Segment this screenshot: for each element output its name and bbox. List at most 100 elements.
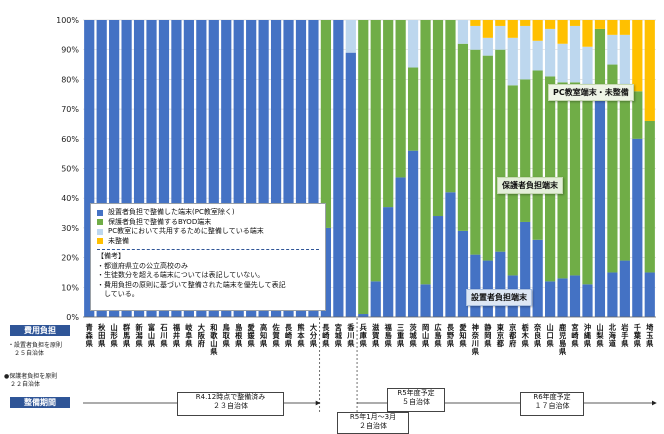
y-tick-label: 0% (66, 313, 79, 322)
bar-segment (520, 25, 531, 80)
bar-segment (482, 55, 493, 261)
setter-principle-label: ・設置者負担を原則 ２５自治体 (8, 342, 63, 357)
bars-layer (84, 20, 655, 318)
bar-segment (545, 20, 556, 29)
bar-segment (432, 20, 444, 217)
bar-segment (445, 20, 456, 193)
y-tick-label: 80% (61, 75, 79, 84)
x-tick-label: 香川県 (346, 323, 355, 348)
y-tick-label: 100% (56, 16, 79, 25)
bar-segment (495, 25, 506, 50)
bar-segment (196, 20, 207, 317)
bar-segment (295, 20, 307, 317)
bar-segment (84, 20, 95, 317)
bar-segment (619, 260, 630, 317)
x-tick-label: 福井県 (172, 323, 181, 348)
bar-segment (358, 314, 369, 317)
bar-segment (333, 20, 344, 317)
x-tick-label: 静岡県 (484, 323, 492, 348)
x-tick-label: 長崎県 (322, 323, 330, 348)
bar-segment (420, 20, 431, 285)
x-tick-label: 岩手県 (620, 323, 629, 348)
bar-segment (607, 272, 618, 317)
x-tick-label: 奈良県 (533, 323, 542, 348)
legend-label: 未整備 (108, 236, 129, 245)
bar-segment (520, 79, 531, 222)
bar-segment (545, 28, 556, 77)
period-label: 整備期間 (10, 397, 70, 408)
x-tick-label: 滋賀県 (371, 323, 380, 348)
x-tick-label: 愛知県 (458, 323, 467, 348)
x-tick-label: 群馬県 (123, 323, 131, 348)
x-tick-label: 秋田県 (98, 323, 106, 348)
bar-segment (270, 20, 282, 317)
x-tick-label: 新潟県 (135, 323, 143, 348)
bar-segment (370, 281, 381, 317)
x-tick-label: 鳥取県 (223, 323, 231, 348)
bar-segment (569, 20, 581, 26)
x-tick-label: 佐賀県 (271, 323, 280, 348)
bar-segment (407, 150, 419, 317)
axis-layer: 0% 10% 20% 30% 40% 50% 60% 70% 80% 90% 100% (56, 16, 656, 322)
bar-segment (632, 91, 643, 139)
bar-segment (171, 20, 182, 317)
period-r6: R6年度予定 １７自治体 (520, 392, 584, 416)
legend-item: PC教室において共用するために整備している端末 (97, 227, 319, 237)
bar-segment (121, 20, 132, 317)
x-tick-label: 大阪府 (198, 323, 206, 348)
period-r5: R5年度予定 ５自治体 (387, 388, 445, 412)
bar-segment (619, 34, 630, 95)
bar-segment (632, 20, 643, 92)
bar-segment (644, 20, 655, 121)
legend-label: PC教室において共用するために整備している端末 (108, 227, 264, 235)
bar-segment (482, 20, 493, 38)
x-tick-label: 三重県 (397, 323, 405, 348)
bar-segment (532, 20, 543, 41)
bar-segment (158, 20, 170, 317)
legend-separator (97, 249, 319, 250)
bar-segment (208, 20, 219, 317)
note-line: している。 (97, 290, 139, 298)
bar-segment (345, 20, 356, 53)
x-tick-label: 東京都 (496, 323, 505, 348)
bar-segment (407, 20, 419, 68)
bar-segment (569, 82, 581, 276)
x-tick-label: 沖縄県 (584, 323, 592, 348)
x-tick-label: 北海道 (609, 323, 617, 348)
bar-segment (607, 64, 618, 273)
legend-swatch (97, 238, 103, 245)
legend-label: 保護者負担で整備するBYOD端末 (108, 217, 212, 226)
bar-segment (445, 192, 456, 317)
bar-segment (183, 20, 194, 317)
x-tick-label: 大分県 (310, 323, 318, 348)
x-tick-label: 兵庫県 (360, 323, 368, 348)
x-tick-label: 茨城県 (409, 323, 417, 348)
bar-segment (482, 37, 493, 56)
bar-segment (545, 281, 556, 317)
y-tick-label: 90% (61, 46, 79, 55)
cost-burden-label: 費用負担 (10, 325, 70, 336)
bar-segment (557, 43, 568, 83)
x-tick-label: 青森県 (85, 323, 94, 348)
note-line: ・都道府県立の公立高校のみ (97, 261, 188, 270)
bar-segment (457, 230, 469, 317)
y-tick-label: 50% (61, 165, 79, 174)
bar-segment (594, 20, 606, 29)
annotation-guardian: 保護者負担端末 (497, 177, 563, 194)
bar-segment (557, 20, 568, 44)
legend-item: 設置者負担で整備した端末(PC教室除く) (97, 208, 319, 218)
bar-segment (520, 20, 531, 26)
bar-segment (619, 20, 630, 35)
bar-segment (607, 20, 618, 35)
bar-segment (470, 20, 481, 26)
note-line: ・生徒数分を超える端末については表記していない。 (97, 271, 265, 279)
legend-swatch (97, 209, 103, 216)
bar-segment (495, 20, 506, 26)
x-tick-label: 山口県 (547, 323, 555, 348)
x-tick-label: 宮崎県 (571, 323, 579, 348)
bar-segment (395, 177, 406, 317)
bar-segment (432, 216, 444, 317)
x-tick-label: 埼玉県 (646, 323, 654, 348)
annotation-setter: 設置者負担端末 (466, 289, 532, 306)
